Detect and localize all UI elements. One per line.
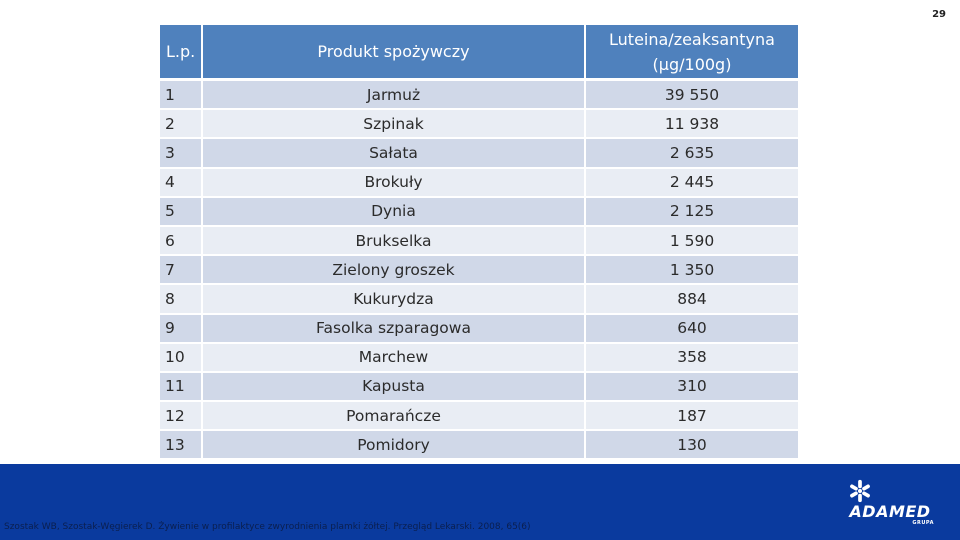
table-row: 2 Szpinak 11 938 <box>160 110 800 138</box>
cell-lp: 11 <box>160 372 201 401</box>
table-header-row: L.p. Produkt spożywczy Luteina/zeaksanty… <box>160 25 800 78</box>
table-body: 1 Jarmuż 39 550 2 Szpinak 11 938 3 Sałata 2 635 4… <box>160 81 800 459</box>
cell-product: Sałata <box>203 139 584 167</box>
table-row: 6 Brukselka 1 590 <box>160 226 800 255</box>
header-product: Produkt spożywczy <box>203 25 584 78</box>
cell-product: Dynia <box>203 197 584 225</box>
cell-product: Brokuły <box>203 168 584 196</box>
cell-product: Brukselka <box>203 226 584 255</box>
cell-lutein-value: 11 938 <box>586 110 798 138</box>
cell-lutein-value: 310 <box>586 372 798 401</box>
cell-product: Kapusta <box>203 372 584 401</box>
cell-lp: 4 <box>160 168 201 196</box>
header-lp: L.p. <box>160 25 201 78</box>
table-row: 5 Dynia 2 125 <box>160 197 800 225</box>
cell-lp: 2 <box>160 110 201 138</box>
cell-lp: 6 <box>160 226 201 255</box>
table-row: 7 Zielony groszek 1 350 <box>160 256 800 284</box>
cell-lp: 3 <box>160 139 201 167</box>
table-row: 4 Brokuły 2 445 <box>160 168 800 196</box>
logo-subtitle: GRUPA <box>912 520 934 526</box>
cell-product: Szpinak <box>203 110 584 138</box>
cell-lutein-value: 884 <box>586 285 798 313</box>
cell-lutein-value: 39 550 <box>586 81 798 109</box>
footer-band: Szostak WB, Szostak-Węgierek D. Żywienie… <box>0 464 960 540</box>
table-row: 13 Pomidory 130 <box>160 431 800 459</box>
lutein-table: L.p. Produkt spożywczy Luteina/zeaksanty… <box>160 25 800 460</box>
table-row: 12 Pomarańcze 187 <box>160 402 800 430</box>
cell-lutein-value: 358 <box>586 343 798 371</box>
cell-product: Zielony groszek <box>203 256 584 284</box>
cell-lp: 8 <box>160 285 201 313</box>
cell-product: Pomarańcze <box>203 402 584 430</box>
cell-lutein-value: 2 635 <box>586 139 798 167</box>
cell-product: Jarmuż <box>203 81 584 109</box>
cell-product: Pomidory <box>203 431 584 459</box>
company-logo: ADAMED GRUPA <box>846 478 934 528</box>
header-lutein: Luteina/zeaksantyna (µg/100g) <box>586 25 798 78</box>
page-number: 29 <box>932 9 946 20</box>
cell-lutein-value: 130 <box>586 431 798 459</box>
adamed-star-logo-icon <box>850 479 870 503</box>
cell-product: Marchew <box>203 343 584 371</box>
table-row: 11 Kapusta 310 <box>160 372 800 401</box>
cell-lp: 1 <box>160 81 201 109</box>
table-row: 1 Jarmuż 39 550 <box>160 81 800 109</box>
cell-lp: 5 <box>160 197 201 225</box>
cell-lp: 10 <box>160 343 201 371</box>
cell-lp: 9 <box>160 314 201 342</box>
table-row: 8 Kukurydza 884 <box>160 285 800 313</box>
logo-wordmark: ADAMED <box>849 502 931 521</box>
cell-lutein-value: 640 <box>586 314 798 342</box>
citation-text: Szostak WB, Szostak-Węgierek D. Żywienie… <box>4 522 531 532</box>
cell-product: Kukurydza <box>203 285 584 313</box>
cell-lutein-value: 2 445 <box>586 168 798 196</box>
table-row: 9 Fasolka szparagowa 640 <box>160 314 800 342</box>
cell-product: Fasolka szparagowa <box>203 314 584 342</box>
table-row: 10 Marchew 358 <box>160 343 800 371</box>
cell-lutein-value: 2 125 <box>586 197 798 225</box>
cell-lutein-value: 1 590 <box>586 226 798 255</box>
cell-lutein-value: 187 <box>586 402 798 430</box>
cell-lp: 12 <box>160 402 201 430</box>
table-row: 3 Sałata 2 635 <box>160 139 800 167</box>
cell-lp: 13 <box>160 431 201 459</box>
cell-lp: 7 <box>160 256 201 284</box>
cell-lutein-value: 1 350 <box>586 256 798 284</box>
